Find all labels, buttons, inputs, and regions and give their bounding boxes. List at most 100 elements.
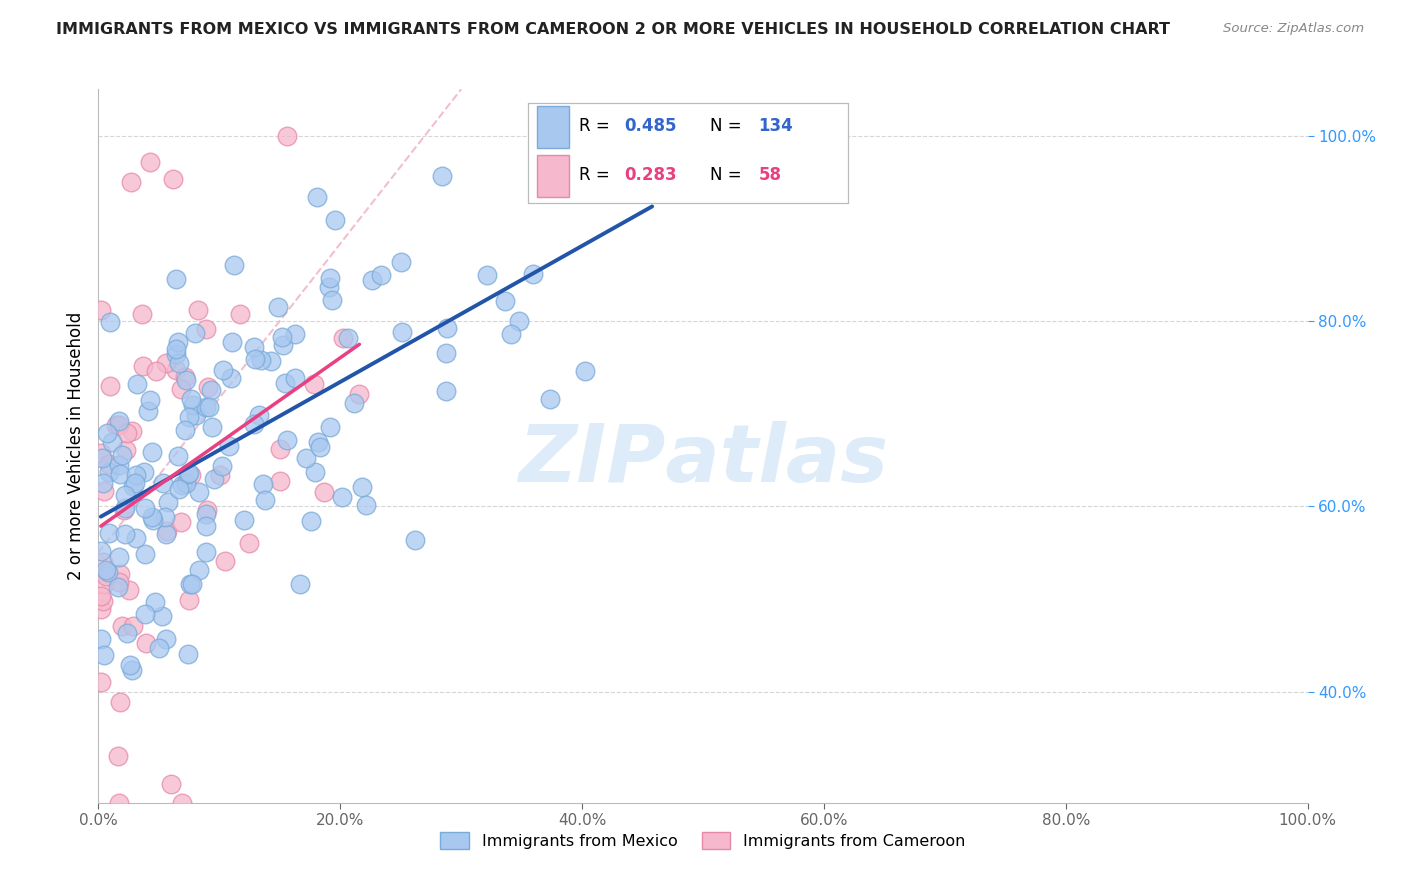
Point xyxy=(117,626,139,640)
Point xyxy=(135,635,157,649)
Point xyxy=(155,526,177,541)
Point xyxy=(370,268,392,282)
Point xyxy=(97,566,120,580)
Point xyxy=(98,315,121,329)
Point xyxy=(90,675,112,690)
Point xyxy=(101,434,124,449)
Point xyxy=(233,513,256,527)
Point xyxy=(195,503,218,517)
Point xyxy=(274,376,297,390)
Point xyxy=(641,140,664,154)
Point xyxy=(132,465,155,479)
Point xyxy=(90,302,112,317)
Text: ZIP​atlas: ZIP​atlas xyxy=(517,421,889,500)
Point xyxy=(243,340,266,354)
Point xyxy=(114,526,136,541)
Point xyxy=(122,619,145,633)
Point xyxy=(304,465,326,479)
Point xyxy=(299,515,322,529)
Point xyxy=(318,420,340,434)
Point xyxy=(173,423,195,437)
Point xyxy=(276,128,298,143)
Point xyxy=(108,566,131,581)
Point xyxy=(270,329,292,343)
Point xyxy=(224,258,246,272)
Point xyxy=(107,580,129,594)
Point xyxy=(105,417,128,432)
Point xyxy=(197,380,219,394)
Point xyxy=(250,353,273,368)
Point xyxy=(141,445,163,459)
Point xyxy=(271,338,294,352)
Point xyxy=(269,475,291,489)
Point xyxy=(108,458,131,472)
Point xyxy=(93,576,115,591)
Point xyxy=(107,748,129,763)
Point xyxy=(93,648,115,663)
Point xyxy=(323,213,346,227)
Point xyxy=(181,398,204,412)
Point xyxy=(98,379,121,393)
Point xyxy=(186,408,208,422)
Point xyxy=(96,426,118,441)
Point xyxy=(177,467,200,481)
Point xyxy=(165,343,187,357)
Point xyxy=(170,382,193,396)
Point xyxy=(120,175,142,189)
Point xyxy=(172,478,194,492)
Point xyxy=(120,658,142,673)
Point xyxy=(91,594,114,608)
Point xyxy=(108,550,131,565)
Point xyxy=(269,442,291,457)
Text: Source: ZipAtlas.com: Source: ZipAtlas.com xyxy=(1223,22,1364,36)
Point xyxy=(121,663,143,677)
Point xyxy=(173,369,195,384)
Point xyxy=(134,607,156,621)
Point xyxy=(169,483,191,497)
Legend: Immigrants from Mexico, Immigrants from Cameroon: Immigrants from Mexico, Immigrants from … xyxy=(434,825,972,855)
Point xyxy=(108,414,131,428)
Point xyxy=(194,400,217,414)
Point xyxy=(139,393,162,408)
Point xyxy=(134,547,156,561)
Point xyxy=(108,695,131,709)
Point xyxy=(221,371,243,385)
Point xyxy=(142,513,165,527)
Point xyxy=(200,420,222,434)
Point xyxy=(152,475,174,490)
Point xyxy=(211,459,233,474)
Point xyxy=(167,334,190,349)
Point xyxy=(218,439,240,453)
Point xyxy=(538,392,561,406)
Point xyxy=(276,433,298,447)
Point xyxy=(108,467,131,481)
Point xyxy=(90,589,112,603)
Point xyxy=(155,356,177,370)
Point xyxy=(194,545,217,559)
Point xyxy=(389,255,412,269)
Point xyxy=(319,271,342,285)
Point xyxy=(114,500,136,515)
Point xyxy=(623,139,645,153)
Point xyxy=(90,632,112,646)
Point xyxy=(122,479,145,493)
Point xyxy=(181,576,204,591)
Point xyxy=(111,619,134,633)
Point xyxy=(141,510,163,524)
Point xyxy=(165,272,187,286)
Point xyxy=(198,400,221,414)
Y-axis label: 2 or more Vehicles in Household: 2 or more Vehicles in Household xyxy=(66,312,84,580)
Point xyxy=(337,331,360,345)
Point xyxy=(211,362,233,376)
Point xyxy=(170,516,193,530)
Point xyxy=(194,518,217,533)
Point xyxy=(304,377,326,392)
Point xyxy=(91,450,114,465)
Point xyxy=(90,544,112,558)
Point xyxy=(162,172,184,186)
Point xyxy=(308,440,330,454)
Point xyxy=(391,326,413,340)
Point xyxy=(243,417,266,432)
Point xyxy=(90,602,112,616)
Point xyxy=(349,387,371,401)
